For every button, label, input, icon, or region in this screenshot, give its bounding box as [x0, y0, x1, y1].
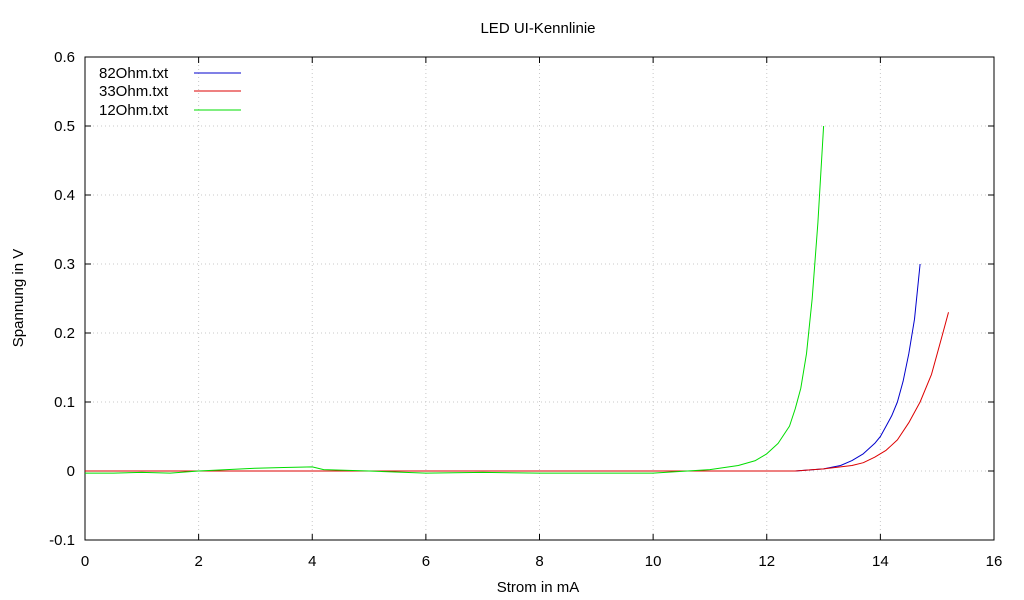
- x-axis-label: Strom in mA: [497, 579, 580, 596]
- y-tick-label: 0.3: [54, 256, 75, 273]
- y-axis-label: Spannung in V: [10, 249, 27, 347]
- grid: [85, 57, 994, 540]
- y-tick-label: 0.2: [54, 325, 75, 342]
- series-line-1: [85, 312, 949, 472]
- x-tick-label: 8: [535, 553, 543, 570]
- legend-label-12ohm: 12Ohm.txt: [99, 102, 169, 119]
- legend-label-82ohm: 82Ohm.txt: [99, 65, 169, 82]
- x-tick-label: 16: [986, 553, 1003, 570]
- series-line-2: [85, 125, 825, 474]
- y-tick-label: -0.1: [49, 532, 75, 549]
- series-lines: [85, 125, 949, 474]
- y-tick-label: 0: [67, 463, 75, 480]
- x-tick-label: 0: [81, 553, 89, 570]
- x-tick-label: 12: [758, 553, 775, 570]
- x-tick-label: 2: [194, 553, 202, 570]
- y-tick-label: 0.1: [54, 394, 75, 411]
- axis-ticks: 0 2 4 6 8 10 12 14 16 -0.1 0 0.1 0.2 0.3 0.4 0.5 0.6: [49, 49, 1002, 570]
- x-tick-label: 10: [645, 553, 662, 570]
- legend: 82Ohm.txt 33Ohm.txt 12Ohm.txt: [99, 65, 241, 119]
- y-tick-label: 0.6: [54, 49, 75, 66]
- x-tick-label: 14: [872, 553, 889, 570]
- y-tick-label: 0.4: [54, 187, 75, 204]
- x-tick-label: 6: [422, 553, 430, 570]
- x-tick-label: 4: [308, 553, 316, 570]
- y-tick-label: 0.5: [54, 118, 75, 135]
- legend-label-33ohm: 33Ohm.txt: [99, 83, 169, 100]
- chart-title: LED UI-Kennlinie: [480, 20, 595, 37]
